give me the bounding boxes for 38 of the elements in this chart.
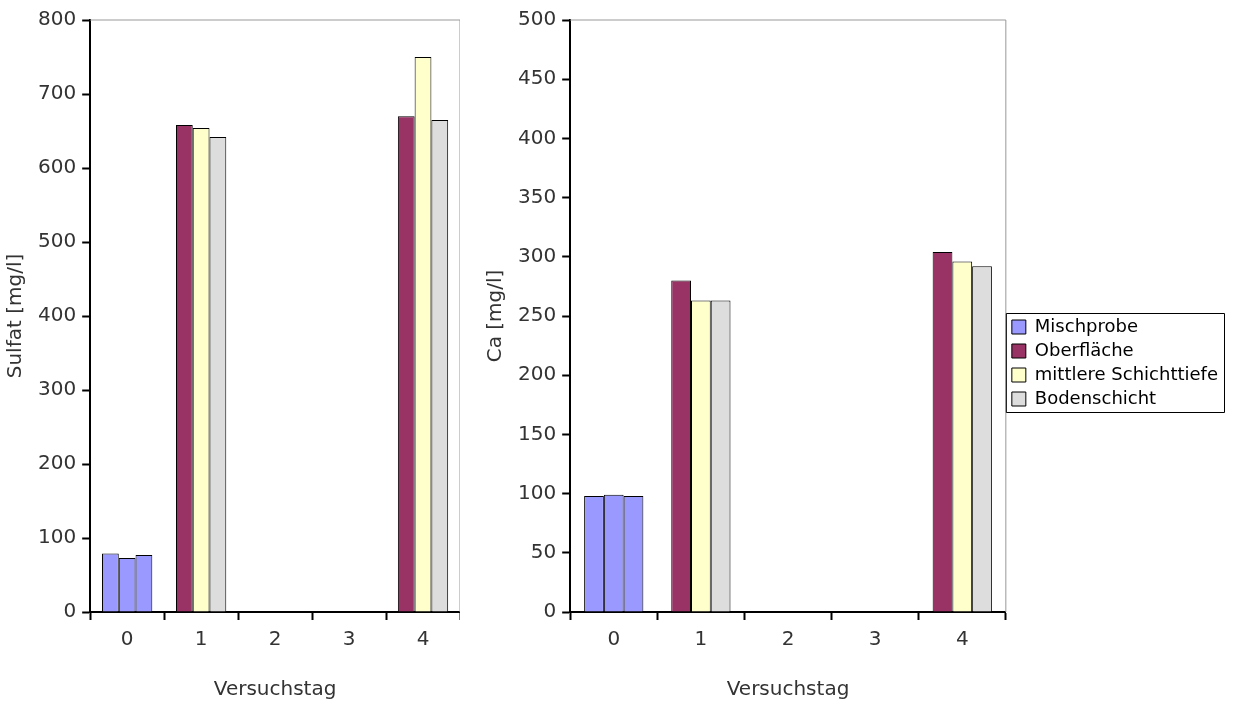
y-tick-label: 0 (63, 598, 77, 623)
y-tick-label: 800 (37, 6, 77, 31)
y-tick-label: 600 (37, 154, 77, 179)
y-tick-label: 400 (37, 302, 77, 327)
legend-label: Oberfläche (1034, 338, 1134, 360)
y-tick-label: 500 (37, 228, 77, 253)
legend-label: mittlere Schichttiefe (1034, 362, 1219, 384)
y-tick-label: 100 (37, 524, 77, 549)
y-tick-label: 250 (517, 302, 557, 327)
y-tick-label: 0 (543, 598, 557, 623)
legend-label: Bodenschicht (1034, 386, 1157, 408)
y-tick-label: 300 (517, 243, 557, 267)
x-axis-title: Versuchstag (726, 676, 850, 701)
x-tick-label: 0 (120, 626, 134, 651)
y-axis-title: Sulfat [mg/l] (2, 253, 27, 379)
x-tick-label: 0 (607, 626, 621, 651)
x-tick-label: 1 (194, 626, 208, 651)
y-tick-label: 400 (517, 124, 557, 149)
x-tick-label: 4 (416, 626, 430, 651)
y-tick-label: 700 (37, 80, 77, 105)
x-tick-label: 3 (342, 626, 356, 651)
y-tick-label: 500 (517, 6, 557, 31)
y-tick-label: 50 (530, 539, 557, 563)
x-tick-label: 4 (955, 626, 969, 651)
y-tick-label: 100 (517, 479, 557, 504)
x-tick-label: 2 (781, 626, 795, 651)
y-axis-title: Ca [mg/l] (482, 269, 507, 363)
y-tick-label: 200 (37, 450, 77, 475)
y-tick-label: 350 (517, 183, 557, 208)
x-tick-label: 3 (868, 626, 882, 651)
y-tick-label: 450 (517, 65, 557, 90)
y-tick-label: 150 (517, 420, 557, 445)
legend-label: Mischprobe (1034, 314, 1139, 336)
x-axis-title: Versuchstag (213, 676, 337, 701)
x-tick-label: 2 (268, 626, 282, 651)
y-tick-label: 300 (37, 376, 77, 401)
x-tick-label: 1 (694, 626, 708, 651)
y-tick-label: 200 (517, 361, 557, 386)
